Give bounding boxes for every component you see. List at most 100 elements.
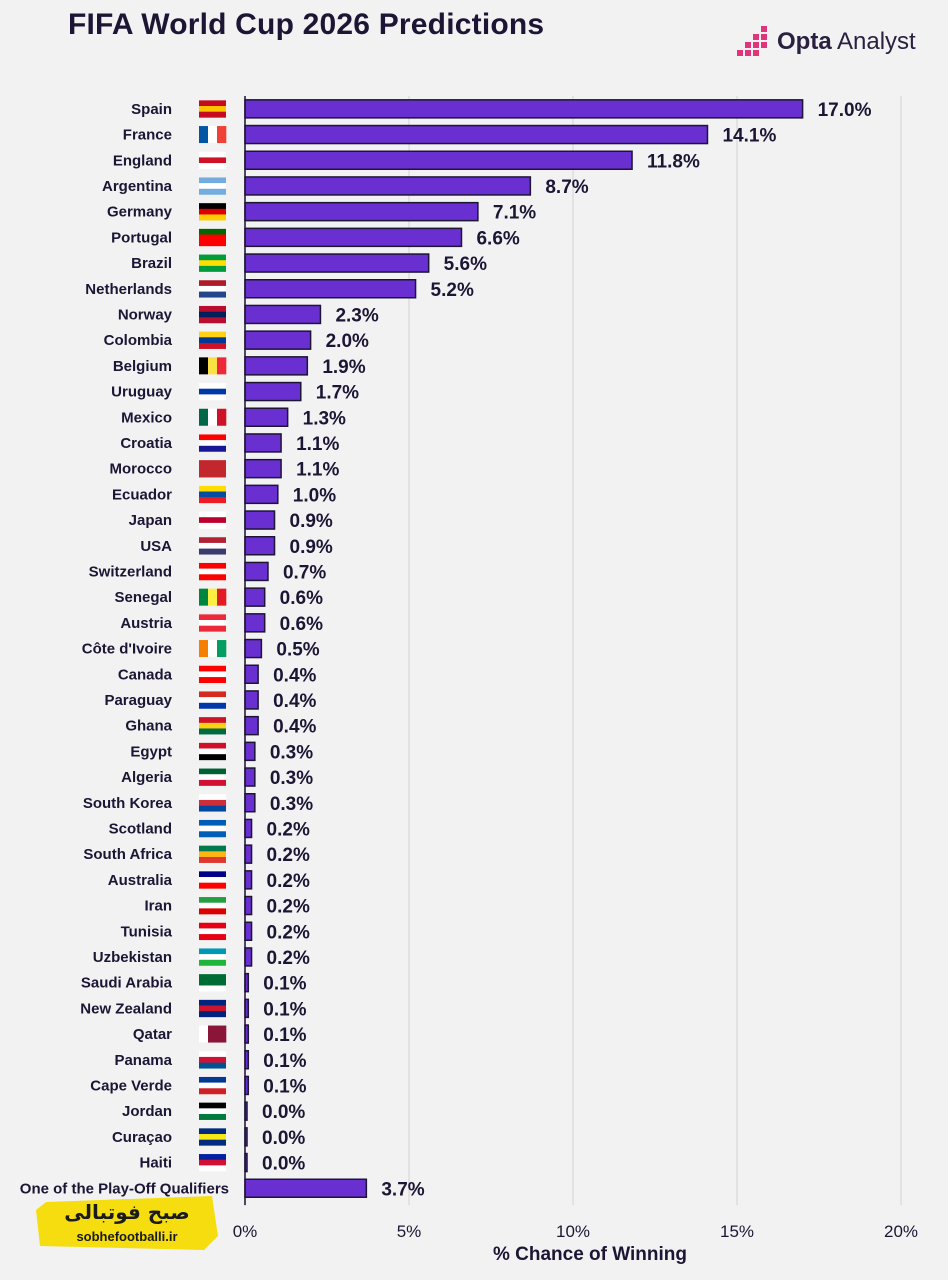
category-label: Ecuador xyxy=(112,486,172,503)
flag-stripe xyxy=(199,722,226,729)
flag-stripe xyxy=(199,305,226,312)
flag-icon xyxy=(199,819,226,838)
flag-icon xyxy=(199,742,226,761)
flag-stripe xyxy=(199,625,226,632)
flag-stripe xyxy=(199,311,226,318)
data-label: 0.2% xyxy=(267,948,310,969)
category-label: Iran xyxy=(144,898,172,915)
flag-stripe xyxy=(199,291,226,298)
flag-stripe xyxy=(199,1108,226,1115)
flag-stripe xyxy=(199,126,209,144)
flag-stripe xyxy=(199,1165,226,1172)
category-label: Algeria xyxy=(121,769,173,786)
flag-stripe xyxy=(199,203,226,210)
data-label: 3.7% xyxy=(381,1179,424,1200)
flag-icon xyxy=(199,383,226,401)
category-label: Brazil xyxy=(131,255,172,272)
flag-icon xyxy=(199,228,226,247)
flag-stripe xyxy=(199,188,226,195)
flag-stripe xyxy=(199,511,226,518)
flag-icon xyxy=(199,562,226,581)
flag-stripe xyxy=(199,825,226,832)
flag-stripe xyxy=(199,485,226,492)
bar-chart: 0% 5% 10% 15% 20% Spain 17.0% France 14.1% Englan… xyxy=(20,96,918,1240)
data-label: 1.7% xyxy=(316,383,359,404)
flag-stripe xyxy=(199,1088,226,1095)
bar xyxy=(244,99,804,119)
bar xyxy=(244,1178,368,1198)
flag-stripe xyxy=(199,285,226,292)
badge-shape-icon xyxy=(36,1196,218,1250)
category-label: USA xyxy=(140,538,172,555)
flag-stripe xyxy=(217,640,227,658)
flag-stripe xyxy=(199,445,226,452)
category-label: Norway xyxy=(118,306,173,323)
flag-stripe xyxy=(208,126,218,144)
flag-icon xyxy=(199,845,226,863)
bar xyxy=(244,407,289,427)
flag-stripe xyxy=(199,871,226,878)
flag-stripe xyxy=(199,1139,226,1146)
flag-icon xyxy=(199,999,226,1018)
flag-stripe xyxy=(199,819,226,826)
flag-stripe xyxy=(208,588,218,606)
flag-stripe xyxy=(199,517,226,524)
category-label: Netherlands xyxy=(85,281,172,298)
bar xyxy=(244,870,253,890)
data-label: 0.5% xyxy=(276,640,319,661)
flag-icon xyxy=(199,922,226,941)
flag-stripe xyxy=(199,882,226,889)
flag-stripe xyxy=(199,897,226,904)
flag-stripe xyxy=(199,999,226,1006)
data-label: 0.6% xyxy=(280,588,323,609)
flag-stripe xyxy=(199,1051,226,1058)
category-label: France xyxy=(123,127,172,144)
data-label: 0.9% xyxy=(290,511,333,532)
data-label: 0.2% xyxy=(267,871,310,892)
bar xyxy=(244,947,253,967)
category-label: Japan xyxy=(129,512,172,529)
flag-icon xyxy=(199,1051,226,1069)
flag-icon xyxy=(199,126,227,144)
flag-stripe xyxy=(199,265,226,272)
flag-stripe xyxy=(199,440,226,447)
flag-stripe xyxy=(199,214,226,221)
flag-stripe xyxy=(199,717,226,724)
bar xyxy=(244,253,430,273)
data-label: 0.3% xyxy=(270,742,313,763)
flag-stripe xyxy=(199,1062,226,1069)
flag-stripe xyxy=(199,794,226,801)
flag-stripe xyxy=(199,491,226,498)
flag-stripe xyxy=(208,640,218,658)
bar xyxy=(244,124,709,145)
x-tick-label: 15% xyxy=(720,1222,754,1240)
flag-stripe xyxy=(199,568,226,575)
category-label: Cape Verde xyxy=(90,1077,172,1094)
flag-icon xyxy=(199,177,226,195)
data-label: 0.0% xyxy=(262,1102,305,1123)
flag-stripe xyxy=(208,1025,218,1043)
flag-icon xyxy=(199,434,226,452)
category-label: Jordan xyxy=(122,1103,172,1120)
flag-stripe xyxy=(199,317,226,324)
flag-stripe xyxy=(199,974,226,981)
flag-icon xyxy=(199,511,226,529)
flag-icon xyxy=(199,485,226,504)
data-label: 0.9% xyxy=(290,537,333,558)
bar xyxy=(244,715,259,736)
flag-stripe xyxy=(199,157,226,164)
flag-icon xyxy=(199,280,226,298)
data-label: 5.2% xyxy=(431,280,474,301)
watermark-badge: صبح فوتبالی sobhefootballi.ir xyxy=(36,1196,218,1250)
flag-icon xyxy=(199,357,227,375)
x-tick-label: 20% xyxy=(884,1222,918,1240)
category-label: England xyxy=(113,152,172,169)
category-label: South Africa xyxy=(83,846,172,863)
flag-stripe xyxy=(199,537,226,544)
flag-stripe xyxy=(199,979,226,986)
flag-stripe xyxy=(199,228,226,235)
category-label: Austria xyxy=(120,615,172,632)
flag-stripe xyxy=(199,665,226,672)
flag-stripe xyxy=(199,548,226,555)
flag-stripe xyxy=(199,845,226,852)
